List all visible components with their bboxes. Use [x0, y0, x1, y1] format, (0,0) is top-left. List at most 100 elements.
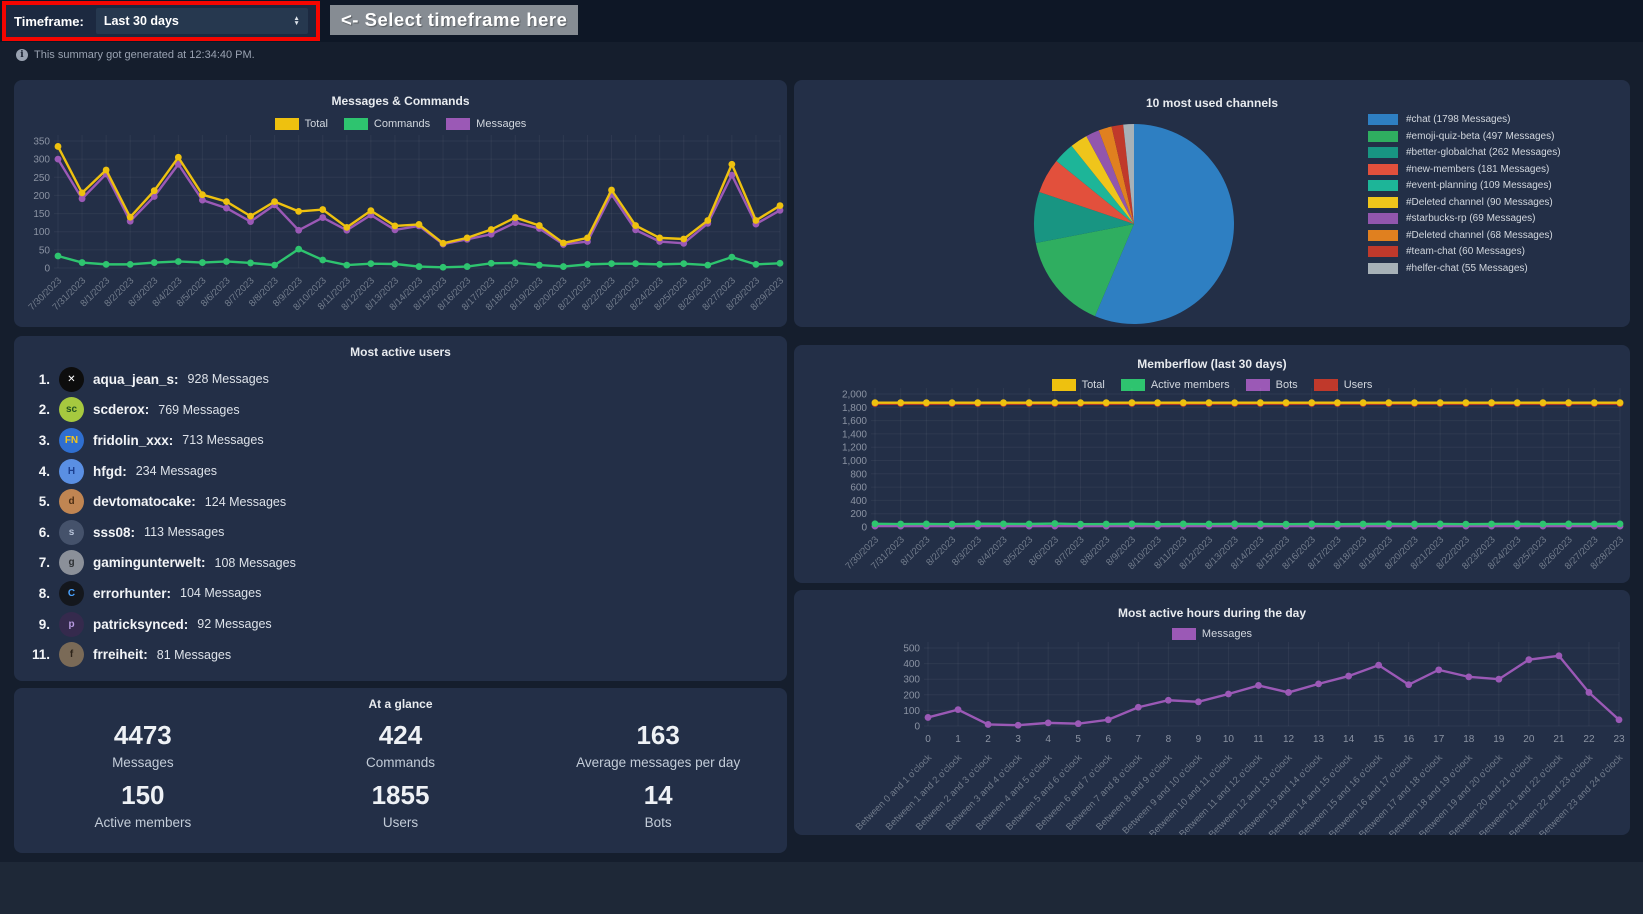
stat-value: 150	[121, 780, 165, 810]
legend-swatch	[1368, 130, 1398, 142]
pie-slice	[1039, 160, 1134, 224]
svg-text:4: 4	[1045, 734, 1051, 745]
svg-text:21: 21	[1553, 734, 1565, 745]
avatar: H	[59, 458, 84, 484]
user-name: scderox:	[93, 402, 150, 418]
stat-value: 163	[636, 720, 680, 750]
user-name: patricksynced:	[93, 616, 189, 632]
legend-label: Commands	[373, 118, 431, 130]
svg-text:13: 13	[1313, 734, 1325, 745]
svg-text:19: 19	[1493, 734, 1505, 745]
svg-text:20: 20	[1523, 734, 1535, 745]
legend-item[interactable]: Messages	[446, 118, 526, 130]
panel-most-used-channels: 10 most used channels #chat (1798 Messag…	[794, 80, 1630, 327]
svg-text:600: 600	[850, 483, 867, 494]
avatar: d	[59, 489, 84, 515]
chart-legend: Total Active members Bots Users	[794, 379, 1630, 391]
pie-legend: #chat (1798 Messages) #emoji-quiz-beta (4…	[1368, 114, 1561, 274]
svg-text:10: 10	[1223, 734, 1235, 745]
pie-slice	[1071, 136, 1134, 224]
user-message-count: 928 Messages	[187, 372, 269, 387]
panel-most-active-users: Most active users 1. ✕ aqua_jean_s: 928 Mes…	[14, 336, 787, 681]
legend-item[interactable]: #starbucks-rp (69 Messages)	[1368, 213, 1561, 224]
user-message-count: 81 Messages	[156, 647, 232, 662]
user-rank: 2.	[38, 402, 50, 418]
stat-value: 424	[378, 720, 423, 750]
legend-swatch	[1368, 246, 1398, 257]
legend-item[interactable]: #Deleted channel (68 Messages)	[1368, 229, 1561, 241]
legend-item[interactable]: Commands	[343, 118, 431, 130]
svg-text:22: 22	[1583, 734, 1595, 745]
pie-slice	[1056, 145, 1134, 224]
legend-item[interactable]: Total	[1051, 379, 1105, 391]
legend-label: Total	[1081, 379, 1105, 391]
legend-label: #helfer-chat (55 Messages)	[1406, 262, 1528, 274]
legend-item[interactable]: #event-planning (109 Messages)	[1368, 180, 1561, 191]
user-rank: 7.	[38, 555, 50, 571]
legend-item[interactable]: #Deleted channel (90 Messages)	[1368, 196, 1561, 208]
summary-generated-banner: i This summary got generated at 12:34:40…	[16, 49, 255, 61]
svg-text:200: 200	[903, 690, 920, 701]
svg-text:0: 0	[44, 264, 50, 275]
svg-text:1,000: 1,000	[842, 456, 867, 467]
timeframe-select[interactable]: Last 30 days ▲ ▼	[95, 8, 308, 34]
svg-text:15: 15	[1373, 734, 1385, 745]
legend-item[interactable]: #helfer-chat (55 Messages)	[1368, 262, 1561, 274]
legend-item[interactable]: Active members	[1120, 379, 1230, 391]
active-user-row: 2. sc scderox: 769 Messages	[26, 395, 775, 426]
svg-text:7: 7	[1136, 734, 1142, 745]
svg-text:2: 2	[985, 734, 991, 745]
legend-item[interactable]: #new-members (181 Messages)	[1368, 163, 1561, 175]
svg-text:250: 250	[33, 173, 50, 184]
user-rank: 8.	[38, 585, 50, 601]
top-bar: Timeframe: Last 30 days ▲ ▼ <- Select tim…	[0, 0, 1643, 42]
channels-pie-chart	[1034, 124, 1234, 324]
legend-item[interactable]: Messages	[1171, 628, 1253, 640]
legend-item[interactable]: Bots	[1245, 379, 1298, 391]
svg-text:400: 400	[850, 496, 867, 507]
avatar: sc	[59, 397, 84, 423]
stat-label: Average messages per day	[576, 755, 741, 770]
pie-slice	[1034, 192, 1134, 243]
legend-swatch	[343, 118, 368, 130]
legend-label: #Deleted channel (90 Messages)	[1406, 196, 1553, 208]
active-user-row: 1. ✕ aqua_jean_s: 928 Messages	[26, 364, 775, 395]
legend-item[interactable]: Total	[274, 118, 328, 130]
panel-title: Most active users	[350, 345, 451, 359]
user-rank: 3.	[38, 432, 50, 448]
legend-label: Total	[304, 118, 328, 130]
avatar: C	[59, 580, 84, 606]
active-users-list: 1. ✕ aqua_jean_s: 928 Messages 2. sc scderox: 7…	[26, 364, 775, 670]
legend-label: Messages	[1201, 628, 1253, 640]
active-user-row: 5. d devtomatocake: 124 Messages	[26, 486, 775, 517]
pie-slice	[1086, 130, 1134, 224]
chart-title: 10 most used channels	[1145, 96, 1279, 110]
legend-swatch	[1368, 262, 1398, 274]
legend-swatch	[1051, 379, 1076, 391]
svg-text:200: 200	[850, 509, 867, 520]
legend-item[interactable]: #better-globalchat (262 Messages)	[1368, 147, 1561, 158]
legend-label: Users	[1343, 379, 1373, 391]
select-timeframe-hint: <- Select timeframe here	[330, 5, 579, 35]
user-message-count: 769 Messages	[158, 402, 240, 417]
avatar: ✕	[59, 366, 84, 392]
pie-slice	[1123, 124, 1134, 224]
chart-title: Messages & Commands	[331, 94, 470, 108]
svg-text:300: 300	[33, 155, 50, 166]
timeframe-selected-value: Last 30 days	[103, 14, 179, 28]
legend-item[interactable]: Users	[1313, 379, 1373, 391]
timeframe-control-highlight: Timeframe: Last 30 days ▲ ▼	[2, 1, 320, 41]
svg-text:0: 0	[925, 734, 931, 745]
legend-swatch	[1120, 379, 1145, 391]
user-rank: 9.	[38, 616, 50, 632]
legend-swatch	[1368, 163, 1398, 175]
legend-item[interactable]: #chat (1798 Messages)	[1368, 114, 1561, 125]
legend-label: #starbucks-rp (69 Messages)	[1406, 213, 1536, 224]
user-rank: 5.	[38, 494, 50, 510]
legend-item[interactable]: #team-chat (60 Messages)	[1368, 246, 1561, 257]
user-name: frreiheit:	[93, 647, 148, 663]
glance-stat: 163 Average messages per day	[529, 720, 787, 770]
user-rank: 11.	[31, 647, 50, 663]
legend-item[interactable]: #emoji-quiz-beta (497 Messages)	[1368, 130, 1561, 142]
